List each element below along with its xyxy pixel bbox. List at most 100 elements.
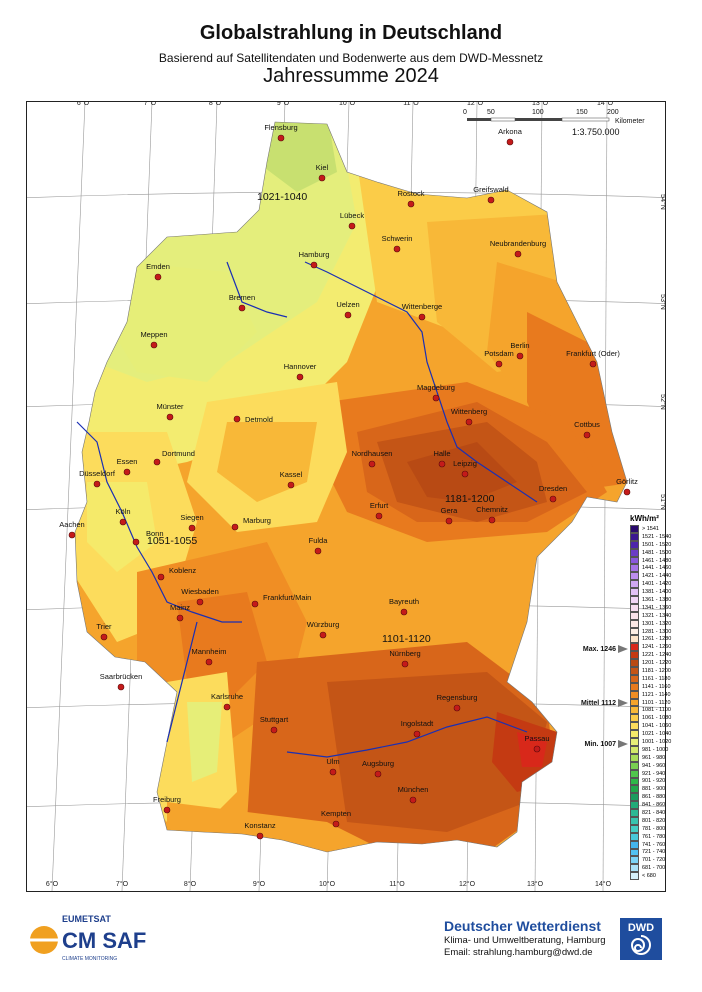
legend-swatch — [630, 603, 639, 612]
legend-row: 1041 - 1060 — [630, 722, 702, 731]
legend-swatch — [630, 738, 639, 746]
legend-swatch — [630, 619, 639, 628]
city-marker: Regensburg — [437, 693, 477, 712]
scale-unit: Kilometer — [615, 118, 645, 125]
legend-label: 961 - 980 — [642, 754, 666, 761]
city-marker: Cottbus — [574, 420, 600, 439]
longitude-label: 14°O — [595, 880, 612, 888]
cmsaf-logo: EUMETSAT CM SAF CLIMATE MONITORING — [24, 908, 174, 964]
legend-swatch — [630, 627, 639, 636]
city-dot — [583, 431, 591, 439]
legend-swatch — [630, 761, 639, 770]
city-label: Kiel — [316, 163, 329, 172]
city-marker: Greifswald — [473, 185, 509, 204]
legend-row: 961 - 980 — [630, 753, 702, 762]
legend-swatch — [630, 714, 639, 723]
legend-swatch — [630, 864, 639, 873]
legend-rows: > 1541 1521 - 1540 1501 - 1520 1481 - 1500 1… — [630, 525, 702, 881]
city-label: Magdeburg — [417, 383, 455, 392]
city-dot — [506, 138, 514, 146]
legend-row: 1201 - 1220 — [630, 659, 702, 668]
city-marker: Dresden — [539, 484, 567, 503]
city-marker: Erfurt — [370, 501, 389, 520]
legend-row: 741 - 760 — [630, 840, 702, 849]
city-marker: Flensburg — [264, 123, 298, 142]
city-label: Leipzig — [453, 459, 477, 468]
city-dot — [465, 418, 473, 426]
legend-row: 1241 - 1260 — [630, 643, 702, 652]
city-dot — [318, 174, 326, 182]
legend-swatch — [630, 667, 639, 675]
legend-label: 1421 - 1440 — [642, 573, 672, 580]
rivers — [76, 261, 538, 758]
legend-row: 1481 - 1500 — [630, 548, 702, 557]
legend-label: 941 - 960 — [642, 762, 666, 769]
city-label: Ulm — [326, 757, 339, 766]
city-dot — [157, 573, 165, 581]
dwd-logo-text: DWD — [628, 922, 654, 934]
city-label: Freiburg — [153, 795, 181, 804]
legend-label: 1501 - 1520 — [642, 541, 672, 548]
city-label: Berlin — [510, 341, 529, 350]
legend-label: 741 - 760 — [642, 841, 666, 848]
legend-swatch — [630, 651, 639, 660]
dwd-block: Deutscher Wetterdienst Klima- und Umwelt… — [444, 918, 644, 958]
legend-label: 1321 - 1340 — [642, 612, 672, 619]
city-label: Köln — [115, 507, 130, 516]
scale-ratio: 1:3.750.000 — [572, 127, 620, 137]
city-label: Bonn — [146, 529, 164, 538]
city-label: Halle — [433, 449, 450, 458]
legend-label: 921 - 940 — [642, 770, 666, 777]
city-label: Hannover — [284, 362, 317, 371]
city-dot — [223, 703, 231, 711]
city-layer: Flensburg Arkona Kiel Rostock Greifswald Lübe… — [59, 123, 638, 840]
city-label: Schwerin — [382, 234, 413, 243]
city-label: Passau — [524, 734, 549, 743]
city-marker: Wiesbaden — [181, 587, 219, 606]
city-dot — [238, 304, 246, 312]
longitude-label: 10°O — [339, 102, 356, 107]
city-marker: Freiburg — [153, 795, 181, 814]
legend-label: 1041 - 1060 — [642, 723, 672, 730]
legend-swatch — [630, 832, 639, 841]
city-label: Neubrandenburg — [490, 239, 546, 248]
city-marker: Lübeck — [340, 211, 364, 230]
legend-swatch — [630, 824, 639, 833]
legend-label: 1381 - 1400 — [642, 589, 672, 596]
legend-swatch — [630, 785, 639, 794]
city-dot — [100, 633, 108, 641]
zone-label-1101-1120: 1101-1120 — [382, 633, 431, 645]
city-dot — [400, 608, 408, 616]
city-marker: Schwerin — [382, 234, 413, 253]
legend-label: 1301 - 1320 — [642, 620, 672, 627]
city-dot — [150, 341, 158, 349]
city-label: Aachen — [59, 520, 84, 529]
dwd-email[interactable]: Email: strahlung.hamburg@dwd.de — [444, 947, 593, 958]
city-dot — [549, 495, 557, 503]
city-dot — [231, 523, 239, 531]
longitude-label: 12°O — [459, 880, 476, 888]
dwd-name: Deutscher Wetterdienst — [444, 918, 601, 934]
legend-row: 721 - 740 — [630, 848, 702, 857]
legend-label: 1261 - 1280 — [642, 636, 672, 643]
legend-swatch — [630, 777, 639, 786]
legend-label: 881 - 900 — [642, 786, 666, 793]
city-dot — [453, 704, 461, 712]
city-marker: Neubrandenburg — [490, 239, 546, 258]
city-label: Essen — [117, 457, 138, 466]
city-marker: Meppen — [140, 330, 168, 349]
city-marker: Kempten — [321, 809, 351, 828]
city-marker: Leipzig — [453, 459, 477, 478]
legend-swatch — [630, 540, 639, 549]
city-dot — [374, 770, 382, 778]
longitude-label: 11°O — [403, 102, 419, 107]
city-dot — [516, 352, 524, 360]
legend-row: 1301 - 1320 — [630, 619, 702, 628]
city-label: Mannheim — [191, 647, 226, 656]
legend-label: 841 - 860 — [642, 802, 666, 809]
city-dot — [188, 524, 196, 532]
city-marker: Essen — [117, 457, 138, 476]
city-label: Würzburg — [307, 620, 340, 629]
legend-swatch — [630, 556, 639, 565]
city-marker: Augsburg — [362, 759, 394, 778]
